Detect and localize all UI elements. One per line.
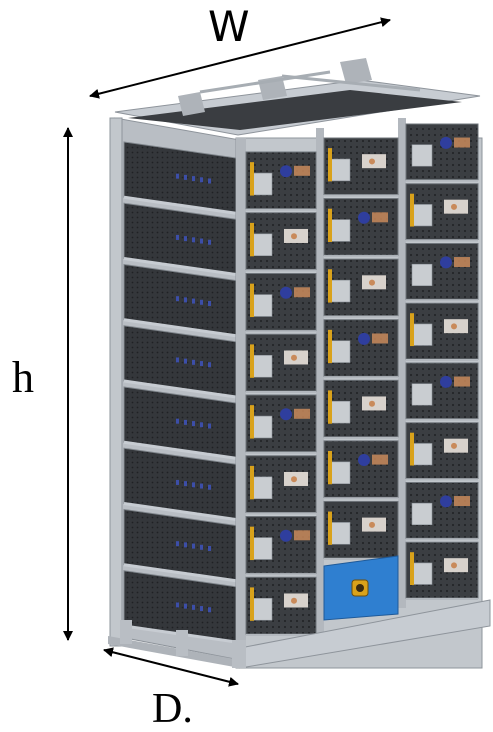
battery-module bbox=[405, 541, 479, 600]
battery-module bbox=[245, 151, 317, 211]
battery-module bbox=[323, 137, 399, 197]
battery-module bbox=[405, 302, 479, 361]
depth-arrow bbox=[103, 647, 239, 687]
battery-module bbox=[323, 198, 399, 258]
width-arrow bbox=[89, 17, 391, 99]
battery-module bbox=[245, 212, 317, 272]
control-box bbox=[323, 555, 399, 621]
battery-module bbox=[323, 379, 399, 439]
battery-module bbox=[405, 482, 479, 541]
battery-module bbox=[245, 273, 317, 333]
side-battery-module bbox=[123, 202, 237, 276]
height-label: h bbox=[12, 353, 34, 402]
width-label: W bbox=[208, 2, 250, 51]
side-panel bbox=[109, 117, 241, 661]
battery-module bbox=[245, 455, 317, 515]
battery-module bbox=[405, 123, 479, 182]
side-battery-module bbox=[123, 386, 237, 460]
battery-module bbox=[245, 516, 317, 576]
battery-module bbox=[245, 576, 317, 636]
battery-module bbox=[405, 183, 479, 242]
battery-module bbox=[405, 362, 479, 421]
battery-module bbox=[405, 422, 479, 481]
battery-module bbox=[323, 258, 399, 318]
battery-module bbox=[405, 243, 479, 302]
side-battery-module bbox=[123, 447, 237, 521]
battery-module bbox=[245, 333, 317, 393]
depth-label: D. bbox=[152, 686, 193, 732]
base-frame bbox=[108, 599, 491, 669]
battery-module bbox=[245, 394, 317, 454]
top-frame bbox=[114, 58, 481, 136]
battery-module bbox=[323, 319, 399, 379]
battery-module bbox=[323, 500, 399, 560]
battery-module bbox=[323, 440, 399, 500]
